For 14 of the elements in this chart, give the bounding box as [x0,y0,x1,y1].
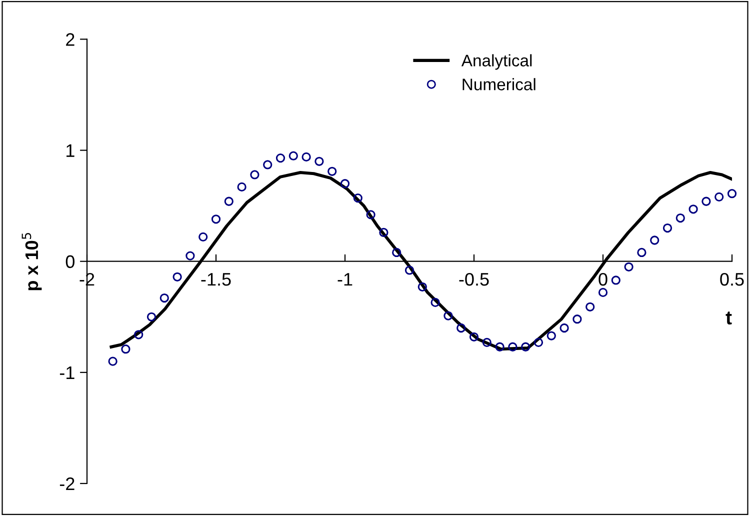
y-tick-label: 0 [66,255,74,268]
x-axis-title: t [726,312,732,324]
x-tick-label: -0.5 [459,272,489,286]
y-tick-label: 1 [66,144,74,157]
y-tick-label: 2 [66,33,74,46]
x-tick-label: 0.5 [720,272,744,286]
legend-label: Analytical [461,54,532,70]
y-axis-title: p x 10$^{5}$ [22,233,42,290]
y-tick-label: -2 [60,477,74,490]
y-tick-label: -1 [60,366,74,379]
x-tick-label: -1 [338,273,352,286]
x-tick-label: 0 [598,272,608,286]
legend-label: Numerical [462,78,536,90]
x-tick-label: -1.5 [201,273,231,286]
